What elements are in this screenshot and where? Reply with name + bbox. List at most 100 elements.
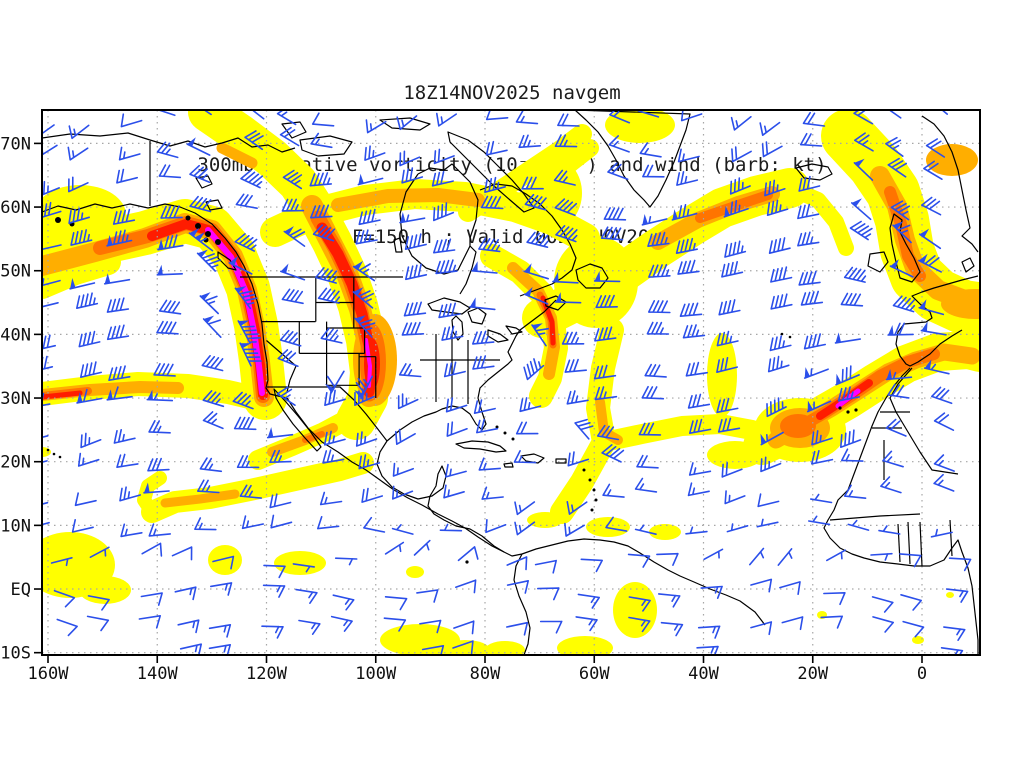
wind-barb [202,411,224,430]
wind-barb [174,586,197,601]
wind-barb [878,525,901,535]
wind-barb [641,385,665,400]
wind-barb [811,430,833,446]
vorticity-blob-l1 [380,624,460,655]
wind-barb [50,557,73,567]
wind-barb [357,177,384,186]
wind-barb [628,616,651,633]
wind-barb [354,388,375,406]
wind-barb [506,621,529,636]
wind-barb [634,524,657,535]
wind-barb [476,418,499,434]
coastline-path [455,440,507,453]
wind-barb [171,546,193,561]
vorticity-blob-l1 [208,545,242,575]
wind-barb [552,280,579,284]
wind-barb [443,361,466,378]
wind-barb [419,619,442,634]
wind-barb-pennant [240,343,252,349]
wind-barb [119,486,141,502]
wind-barb [56,618,78,637]
island-dot [846,410,850,414]
wind-barb [870,552,893,561]
wind-barb [656,552,679,566]
wind-barb [143,490,170,494]
y-axis-tick-label: 10S [0,644,31,664]
wind-barb [334,557,358,566]
wind-barb [196,252,222,272]
wind-barb [887,157,907,178]
wind-barb [506,580,529,594]
wind-barb [843,266,867,283]
island-dot [503,431,507,435]
wind-barb [703,548,724,561]
coastline-path [359,356,377,398]
wind-barb [251,110,265,120]
wind-barb-pennant [886,369,892,380]
coastline-path [895,411,959,475]
x-axis-tick-label: 60W [579,664,610,684]
wind-barb [71,519,94,533]
wind-barb [580,558,603,573]
vorticity-band-l4 [42,390,83,400]
wind-barb-pennant [187,137,196,147]
wind-barb [700,585,723,599]
wind-barb [854,132,874,152]
wind-barb [567,451,590,467]
wind-barb [106,386,133,401]
wind-barb [443,484,465,499]
coastline-path [379,117,431,131]
wind-barb [156,273,183,276]
wind-barb [553,169,576,186]
island-dot [205,231,211,237]
wind-barb [201,355,224,372]
wind-barb [594,386,618,401]
wind-barb [453,620,475,635]
wind-barb [723,200,749,218]
coastline-path [273,388,322,452]
wind-barb [452,640,474,655]
island-dot [52,452,56,456]
wind-barb [717,417,741,433]
wind-barb [78,330,101,348]
vorticity-blob-l1 [649,524,681,540]
wind-barb [391,524,414,535]
vorticity-fill-layer [42,110,980,655]
wind-barb [523,293,549,305]
wind-barb [840,292,864,307]
vorticity-blob-l1 [274,551,326,575]
wind-barb [726,523,749,533]
wind-barb [887,322,914,336]
wind-barb-pennant [157,264,163,275]
coastline-path [575,263,609,289]
wind-barb [472,330,495,345]
wind-barb [757,493,780,508]
wind-barb-pennant [921,321,928,332]
wind-barb [295,588,318,604]
wind-barb [779,581,801,595]
island-dot [46,448,50,452]
wind-barb [731,146,752,163]
wind-barb [948,557,972,572]
wind-barb-pennant [672,209,678,220]
wind-barb [803,368,829,379]
vorticity-blob-l1 [406,566,424,578]
wind-barb [880,476,902,494]
title-line-1: 18Z14NOV2025 navgem [403,82,621,104]
vorticity-band-l5 [205,227,265,396]
wind-barb [660,621,684,637]
coastline-path [417,163,479,246]
wind-barb [594,326,617,342]
wind-barb [933,412,955,431]
wind-barb [240,169,264,189]
wind-barb [943,626,966,641]
y-axis-tick-label: 10N [0,516,31,536]
wind-barb-pennant [280,263,289,274]
coastline-path [903,275,979,325]
wind-barb [811,450,834,465]
wind-barb [421,645,445,655]
wind-barb [531,324,549,347]
wind-barb-pennant [890,259,899,269]
